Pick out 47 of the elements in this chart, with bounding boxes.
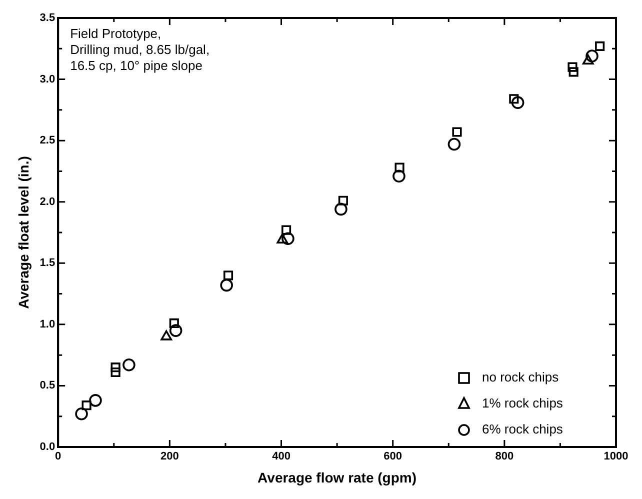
y-tick-label: 3.5: [40, 12, 56, 24]
point: [160, 330, 172, 340]
point: [169, 324, 182, 337]
legend-label: no rock chips: [482, 370, 560, 385]
y-tick-label: 3.0: [40, 73, 56, 86]
point: [568, 62, 578, 72]
x-axis-title: Average flow rate (gpm): [258, 469, 417, 486]
point: [334, 202, 348, 216]
x-tick-label: 600: [384, 450, 402, 463]
point: [452, 127, 462, 137]
x-tick-label: 400: [272, 450, 290, 463]
point: [568, 67, 578, 77]
y-tick-label: 2.0: [40, 196, 56, 208]
x-tick-label: 200: [160, 450, 179, 463]
y-tick-label: 1.5: [40, 257, 56, 270]
y-tick-label: 0.5: [40, 380, 56, 392]
y-axis-title: Average float level (in.): [15, 156, 32, 309]
x-tick-label: 800: [495, 450, 514, 463]
point: [509, 94, 519, 104]
point: [595, 41, 605, 51]
point: [281, 225, 292, 235]
point: [89, 394, 102, 407]
point: [282, 232, 294, 246]
point: [392, 170, 406, 183]
x-tick-label: 1000: [604, 450, 628, 463]
point: [110, 367, 120, 378]
point: [276, 233, 288, 244]
point: [338, 196, 348, 206]
y-tick-label: 0.0: [40, 441, 56, 454]
x-tick-label: 0: [55, 450, 62, 463]
point: [223, 270, 234, 280]
point: [582, 54, 594, 65]
point: [82, 400, 92, 410]
point: [448, 138, 461, 151]
point: [169, 318, 179, 328]
point: [110, 362, 120, 372]
point: [394, 162, 404, 172]
point: [75, 408, 88, 420]
legend-label: 6% rock chips: [482, 422, 564, 437]
y-tick-label: 1.0: [40, 318, 56, 330]
point: [220, 278, 233, 292]
point: [511, 96, 524, 109]
legend-label: 1% rock chips: [482, 396, 564, 411]
annotation: Field Prototype, Drilling mud, 8.65 lb/gal, 16.5 cp, 10° pipe slope: [70, 26, 210, 74]
point: [586, 50, 598, 62]
y-tick-label: 2.5: [40, 134, 56, 147]
point: [122, 358, 136, 372]
